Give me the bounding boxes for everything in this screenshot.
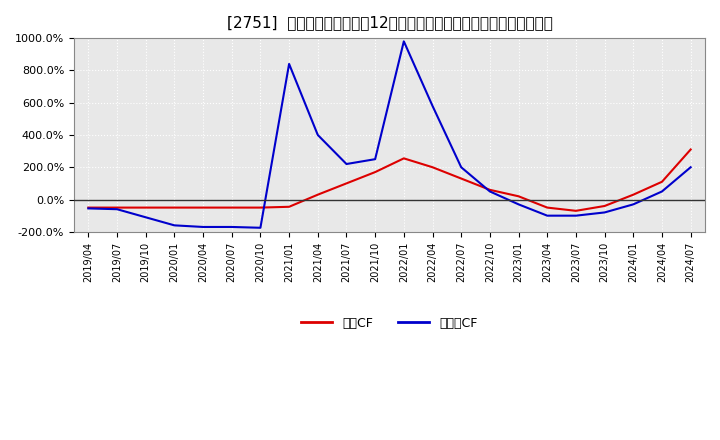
フリーCF — [199, 224, 207, 230]
フリーCF — [313, 132, 322, 138]
フリーCF — [485, 189, 494, 194]
フリーCF — [371, 157, 379, 162]
営業CF — [485, 187, 494, 192]
フリーCF — [629, 202, 638, 207]
営業CF — [657, 179, 666, 184]
営業CF — [428, 165, 437, 170]
フリーCF — [228, 224, 236, 230]
フリーCF — [285, 61, 294, 66]
フリーCF — [428, 103, 437, 109]
営業CF — [170, 205, 179, 210]
営業CF — [686, 147, 695, 152]
営業CF — [313, 192, 322, 197]
フリーCF — [256, 225, 265, 231]
営業CF — [141, 205, 150, 210]
営業CF — [285, 204, 294, 209]
営業CF — [342, 181, 351, 186]
営業CF — [543, 205, 552, 210]
営業CF — [514, 194, 523, 199]
Legend: 営業CF, フリーCF: 営業CF, フリーCF — [296, 312, 483, 335]
フリーCF — [514, 202, 523, 207]
営業CF — [457, 176, 466, 181]
フリーCF — [170, 223, 179, 228]
フリーCF — [342, 161, 351, 167]
フリーCF — [141, 215, 150, 220]
フリーCF — [400, 39, 408, 44]
Line: 営業CF: 営業CF — [89, 150, 690, 211]
Line: フリーCF: フリーCF — [89, 41, 690, 228]
フリーCF — [112, 206, 121, 212]
フリーCF — [457, 165, 466, 170]
営業CF — [84, 205, 93, 210]
営業CF — [629, 192, 638, 197]
フリーCF — [600, 210, 609, 215]
フリーCF — [572, 213, 580, 218]
営業CF — [400, 156, 408, 161]
営業CF — [199, 205, 207, 210]
フリーCF — [686, 165, 695, 170]
営業CF — [572, 208, 580, 213]
フリーCF — [84, 206, 93, 211]
フリーCF — [657, 189, 666, 194]
営業CF — [112, 205, 121, 210]
営業CF — [371, 169, 379, 175]
フリーCF — [543, 213, 552, 218]
Title: [2751]  キャッシュフローの12か月移動合計の対前年同期増減率の推移: [2751] キャッシュフローの12か月移動合計の対前年同期増減率の推移 — [227, 15, 552, 30]
営業CF — [228, 205, 236, 210]
営業CF — [600, 203, 609, 209]
営業CF — [256, 205, 265, 210]
